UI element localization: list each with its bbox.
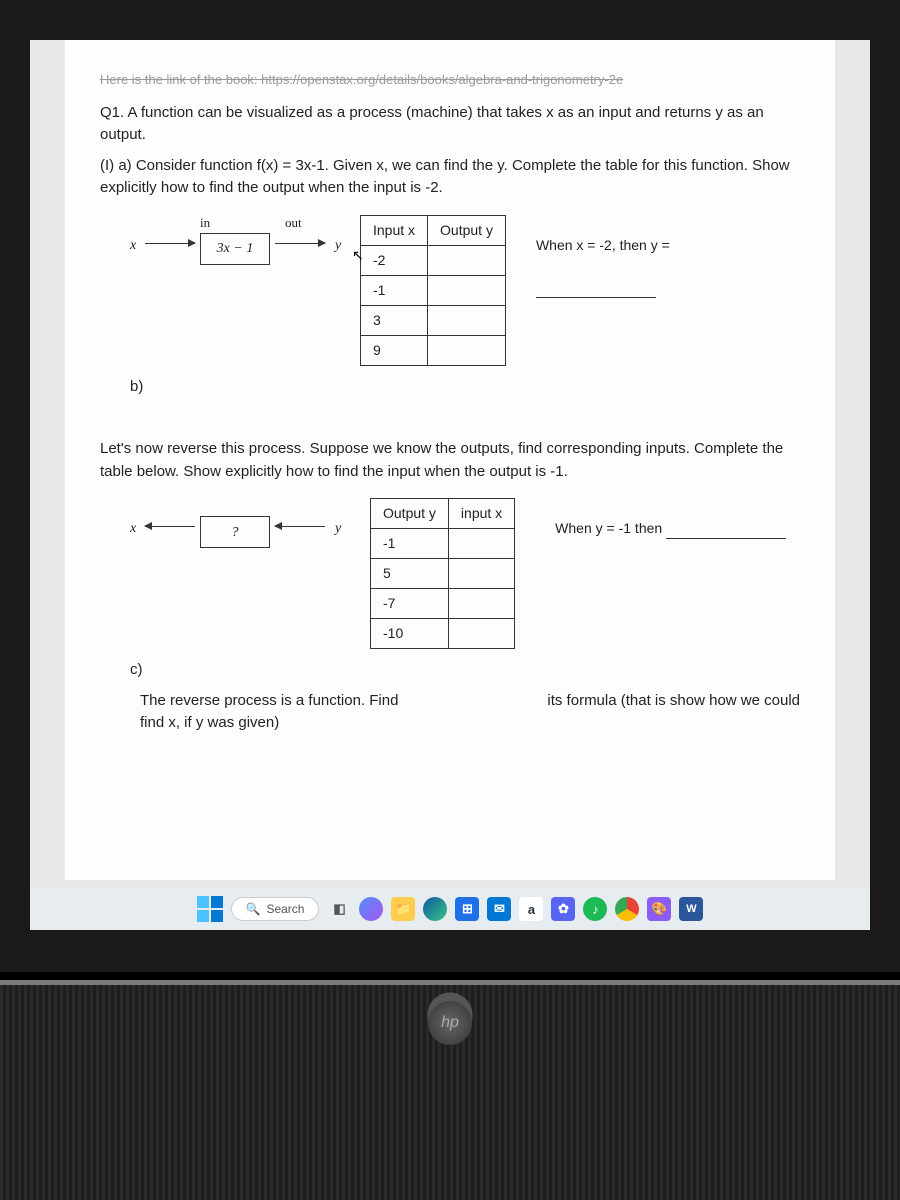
when-b: When y = -1 then <box>555 518 786 539</box>
edge-icon[interactable] <box>423 897 447 921</box>
section-b-row: x ? y Output yinput x -1 5 -7 -10 When y… <box>140 498 800 649</box>
q1-part-b: Let's now reverse this process. Suppose … <box>100 438 800 483</box>
label-c: c) <box>130 659 800 682</box>
search-label: Search <box>266 902 304 916</box>
machine-box-a: 3x − 1 <box>200 233 270 265</box>
mail-icon[interactable]: ✉ <box>487 897 511 921</box>
arrow-in-icon <box>145 243 195 244</box>
windows-taskbar[interactable]: 🔍 Search ◧ 📁 ⊞ ✉ a ✿ ♪ 🎨 W <box>30 888 870 930</box>
part-c-line2: find x, if y was given) <box>140 712 800 735</box>
table-a: Input xOutput y -2 -1 3 9 <box>360 215 506 366</box>
part-c-row: The reverse process is a function. Find … <box>140 690 800 713</box>
q1-intro: Q1. A function can be visualized as a pr… <box>100 102 800 147</box>
copilot-icon[interactable] <box>359 897 383 921</box>
label-b: b) <box>130 376 800 399</box>
word-icon[interactable]: W <box>679 897 703 921</box>
blank-line <box>666 525 786 539</box>
taskbar-search[interactable]: 🔍 Search <box>231 897 320 921</box>
section-a-row: x in 3x − 1 out y Input xOutput y -2 -1 … <box>140 215 800 366</box>
arrow-left-icon <box>145 526 195 527</box>
spotify-icon[interactable]: ♪ <box>583 897 607 921</box>
settings-icon[interactable]: ✿ <box>551 897 575 921</box>
q1-part-ia: (I) a) Consider function f(x) = 3x-1. Gi… <box>100 155 800 200</box>
machine-box-b: ? <box>200 516 270 548</box>
document-page: Here is the link of the book: https://op… <box>65 40 835 880</box>
laptop-keyboard-area: hp <box>0 985 900 1200</box>
monitor-bezel: Here is the link of the book: https://op… <box>0 0 900 980</box>
taskview-icon[interactable]: ◧ <box>327 897 351 921</box>
header-link-line: Here is the link of the book: https://op… <box>100 70 800 90</box>
chrome-icon[interactable] <box>615 897 639 921</box>
file-explorer-icon[interactable]: 📁 <box>391 897 415 921</box>
hp-logo: hp <box>428 1001 472 1045</box>
search-icon: 🔍 <box>246 902 261 916</box>
screen-area: Here is the link of the book: https://op… <box>30 40 870 930</box>
table-b: Output yinput x -1 5 -7 -10 <box>370 498 515 649</box>
paint-icon[interactable]: 🎨 <box>647 897 671 921</box>
arrow-left-icon <box>275 526 325 527</box>
arrow-out-icon <box>275 243 325 244</box>
machine-diagram-b: x ? y <box>140 498 340 558</box>
store-icon[interactable]: ⊞ <box>455 897 479 921</box>
machine-diagram-a: x in 3x − 1 out y <box>140 215 340 275</box>
blank-line <box>536 284 656 298</box>
amazon-icon[interactable]: a <box>519 897 543 921</box>
start-button[interactable] <box>197 896 223 922</box>
when-a: When x = -2, then y = <box>536 235 670 298</box>
